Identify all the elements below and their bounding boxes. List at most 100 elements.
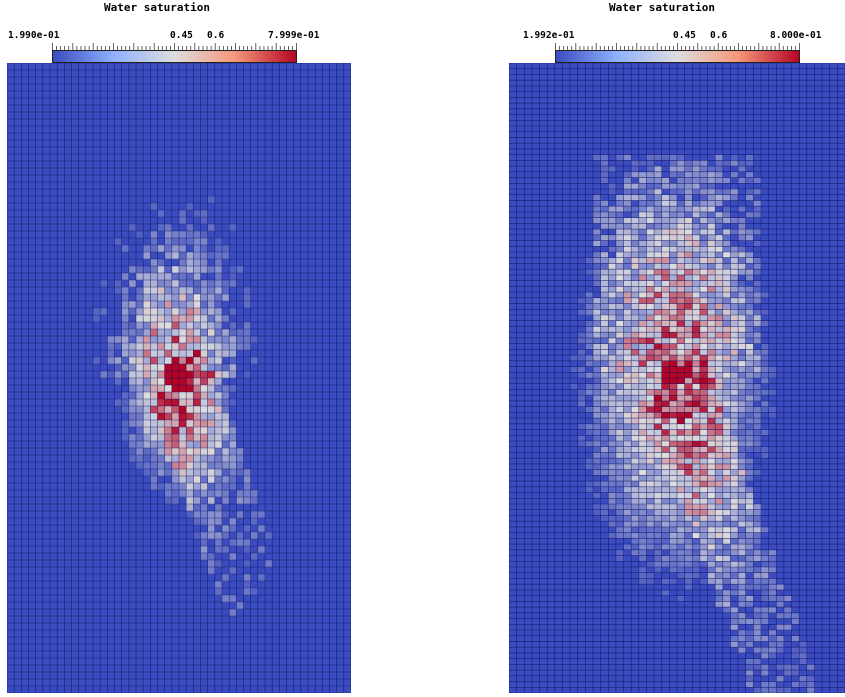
saturation-cell [121,427,130,435]
saturation-cell [661,589,670,596]
saturation-cell [753,526,762,533]
saturation-cell [745,418,754,425]
saturation-cell [171,364,180,372]
saturation-cell [615,378,624,384]
saturation-cell [730,366,739,373]
saturation-cell [707,274,716,281]
saturation-cell [593,504,601,510]
saturation-cell [806,675,815,682]
saturation-cell [677,504,685,510]
saturation-cell [593,349,601,356]
saturation-cell [654,406,662,413]
saturation-cell [699,160,708,167]
saturation-cell [677,400,685,407]
saturation-cell [715,469,724,476]
saturation-cell [608,349,617,356]
saturation-cell [171,476,180,484]
saturation-cell [128,308,137,316]
saturation-cell [669,567,678,573]
saturation-cell [669,206,678,213]
saturation-cell [753,578,762,585]
saturation-cell [677,246,685,253]
saturation-cell [193,490,201,498]
saturation-cell [164,392,173,400]
saturation-cell [631,492,640,499]
saturation-cell [646,274,655,281]
saturation-cell [150,413,158,421]
saturation-cell [646,154,655,161]
saturation-cell [608,269,617,276]
saturation-cell [753,292,762,299]
saturation-cell [207,469,216,477]
saturation-cell [745,378,754,384]
saturation-cell [761,349,769,356]
saturation-cell [608,315,617,321]
saturation-cell [623,446,632,453]
saturation-cell [171,378,180,386]
saturation-cell [738,269,746,276]
saturation-cell [745,498,754,505]
saturation-cell [753,257,762,264]
saturation-cell [157,371,165,379]
saturation-cell [654,521,662,528]
saturation-cell [585,481,594,488]
saturation-cell [745,286,754,293]
saturation-cell [600,160,609,167]
saturation-cell [193,287,201,295]
saturation-cell [608,372,617,379]
saturation-cell [200,504,208,512]
saturation-cell [715,452,724,459]
saturation-cell [715,171,724,178]
saturation-cell [600,326,609,333]
saturation-cell [715,561,724,568]
saturation-cell [179,483,187,491]
saturation-cell [722,337,731,344]
saturation-cell [150,273,158,281]
right-colorbar [555,50,800,63]
saturation-cell [646,286,655,293]
saturation-cell [738,315,746,321]
saturation-cell [791,647,800,654]
saturation-cell [615,292,624,299]
saturation-cell [615,217,624,224]
saturation-cell [707,423,716,430]
saturation-cell [121,294,130,302]
saturation-cell [646,561,655,568]
saturation-cell [179,469,187,477]
saturation-cell [768,652,777,659]
saturation-cell [730,486,739,493]
saturation-cell [715,177,724,184]
saturation-cell [692,292,701,299]
saturation-cell [171,336,180,344]
saturation-cell [707,441,716,447]
saturation-cell [738,223,746,230]
saturation-cell [745,332,754,339]
saturation-cell [615,423,624,430]
saturation-cell [243,371,251,379]
saturation-cell [730,572,739,579]
saturation-cell [738,572,746,579]
saturation-cell [646,194,655,201]
saturation-cell [761,670,769,677]
saturation-cell [661,389,670,396]
saturation-cell [200,441,208,449]
saturation-cell [745,675,754,682]
saturation-cell [615,206,624,213]
saturation-cell [128,448,137,456]
saturation-cell [745,274,754,281]
saturation-cell [722,217,731,224]
saturation-cell [699,400,708,407]
saturation-cell [257,574,266,582]
saturation-cell [164,385,173,393]
saturation-cell [761,567,769,573]
saturation-cell [229,399,237,407]
saturation-cell [654,274,662,281]
saturation-cell [214,518,223,526]
saturation-cell [615,320,624,327]
saturation-cell [179,238,187,246]
saturation-cell [128,364,137,372]
saturation-cell [692,263,701,270]
saturation-cell [669,355,678,362]
saturation-cell [593,211,601,218]
saturation-cell [677,343,685,350]
